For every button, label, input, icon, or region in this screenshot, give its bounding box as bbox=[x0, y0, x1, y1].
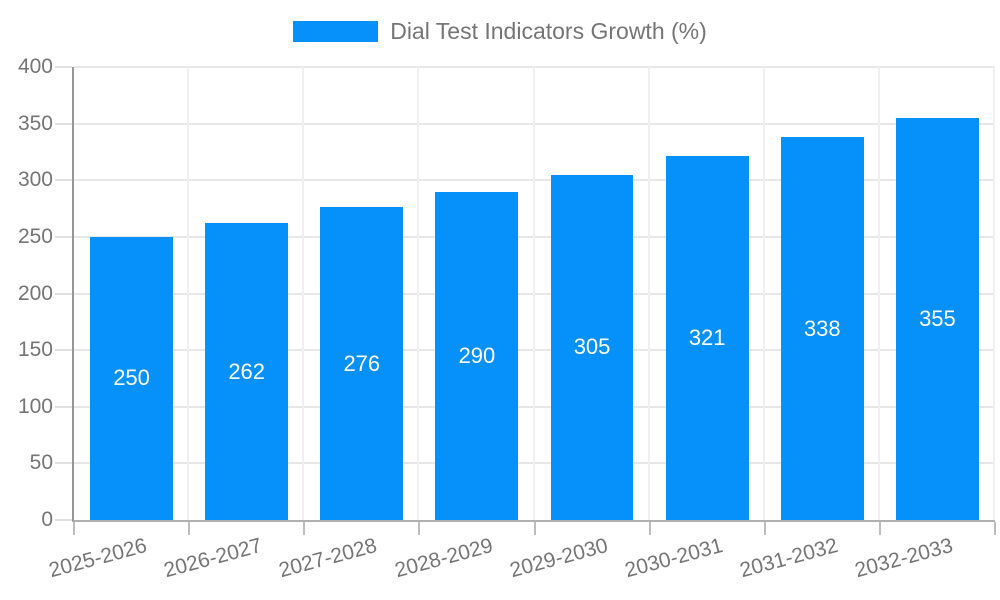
y-tick-label: 250 bbox=[17, 224, 53, 248]
y-tick-label: 400 bbox=[17, 55, 53, 78]
gridline-horizontal bbox=[74, 405, 995, 408]
y-axis-tick bbox=[55, 235, 72, 238]
y-tick-label: 0 bbox=[41, 508, 53, 531]
bar-value-label: 262 bbox=[228, 358, 266, 384]
y-tick-label: 100 bbox=[17, 394, 53, 418]
y-axis: 0 50 100 150 200 250 300 350 400 bbox=[0, 55, 53, 531]
gridline-vertical bbox=[647, 67, 650, 520]
x-axis-tick bbox=[188, 522, 191, 535]
y-tick-label: 300 bbox=[17, 168, 53, 192]
x-tick-label: 2025-2026 bbox=[46, 534, 150, 583]
gridline-vertical bbox=[417, 67, 420, 520]
gridline-horizontal bbox=[74, 462, 995, 465]
y-tick-label: 350 bbox=[17, 111, 53, 135]
y-axis-tick bbox=[55, 519, 72, 521]
gridline-vertical bbox=[877, 67, 880, 520]
bar-value-label: 338 bbox=[803, 315, 841, 341]
y-axis-tick bbox=[55, 462, 72, 465]
gridline-vertical bbox=[762, 67, 765, 520]
x-axis-tick bbox=[648, 522, 651, 535]
legend-label: Dial Test Indicators Growth (%) bbox=[390, 18, 707, 44]
x-tick-label: 2032-2033 bbox=[852, 534, 956, 583]
bar-value-label: 276 bbox=[343, 350, 381, 376]
bar-value-label: 355 bbox=[919, 305, 956, 331]
y-tick-label: 150 bbox=[17, 338, 53, 362]
y-tick-label: 50 bbox=[29, 451, 53, 475]
y-axis-tick bbox=[55, 349, 72, 352]
x-tick-label: 2028-2029 bbox=[391, 534, 495, 583]
x-axis-tick bbox=[763, 522, 766, 535]
x-tick-label: 2030-2031 bbox=[622, 534, 726, 583]
x-axis-tick bbox=[303, 522, 306, 535]
legend: Dial Test Indicators Growth (%) bbox=[0, 18, 1000, 45]
y-axis-tick bbox=[55, 179, 72, 182]
x-axis-tick bbox=[994, 522, 996, 535]
bar: 276 bbox=[320, 207, 404, 520]
x-tick-label: 2031-2032 bbox=[737, 534, 841, 583]
bar-value-label: 321 bbox=[688, 325, 726, 351]
gridline-horizontal bbox=[74, 122, 995, 125]
gridline-horizontal bbox=[74, 66, 995, 68]
x-tick-label: 2027-2028 bbox=[276, 534, 380, 583]
bar: 250 bbox=[90, 236, 173, 520]
bar-value-label: 250 bbox=[113, 365, 150, 391]
x-axis-tick bbox=[73, 522, 75, 535]
gridline-vertical bbox=[302, 67, 305, 520]
gridline-vertical bbox=[993, 67, 995, 520]
x-tick-label: 2029-2030 bbox=[507, 534, 611, 583]
y-axis-tick bbox=[55, 405, 72, 408]
x-axis-tick bbox=[418, 522, 421, 535]
bar: 355 bbox=[895, 117, 979, 520]
y-tick-label: 200 bbox=[17, 281, 53, 305]
bar-value-label: 290 bbox=[458, 342, 496, 368]
legend-swatch bbox=[293, 21, 379, 42]
bar: 305 bbox=[550, 174, 634, 520]
gridline-horizontal bbox=[74, 235, 995, 238]
bar: 290 bbox=[435, 191, 519, 520]
gridline-horizontal bbox=[74, 349, 995, 352]
x-axis-tick bbox=[878, 522, 881, 535]
y-axis-tick bbox=[55, 292, 72, 295]
y-axis-tick bbox=[55, 66, 72, 68]
plot-area: 250 2025-2026 262 2026-2027 276 2027-2028 290 2… bbox=[47, 66, 996, 582]
y-axis-tick bbox=[55, 122, 72, 125]
x-axis-tick bbox=[533, 522, 536, 535]
bar: 262 bbox=[205, 223, 289, 520]
x-tick-label: 2026-2027 bbox=[161, 534, 265, 583]
legend-item[interactable]: Dial Test Indicators Growth (%) bbox=[293, 18, 707, 45]
bar-value-label: 305 bbox=[573, 334, 611, 360]
gridline-horizontal bbox=[74, 179, 995, 182]
gridline-horizontal bbox=[74, 292, 995, 295]
gridline-vertical bbox=[532, 67, 535, 520]
gridline-vertical bbox=[187, 67, 190, 520]
bar: 321 bbox=[665, 156, 749, 520]
bar: 338 bbox=[780, 137, 864, 520]
